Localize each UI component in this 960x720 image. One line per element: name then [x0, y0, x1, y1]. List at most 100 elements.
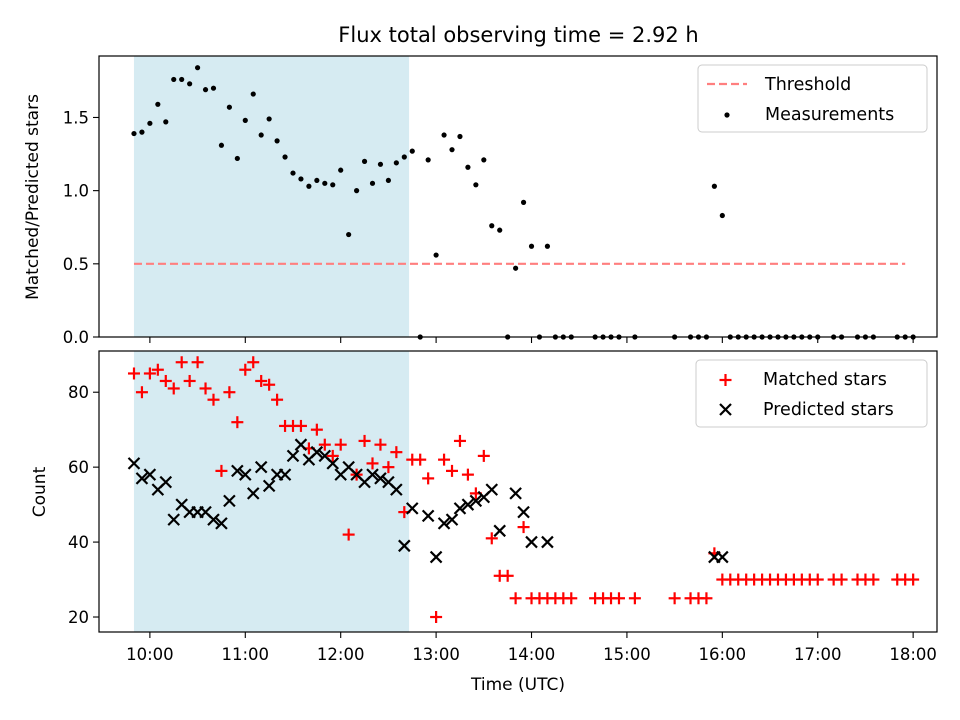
- data-point: [409, 148, 415, 154]
- count-panel-y-axis: 20 40 60 80: [68, 383, 99, 627]
- data-point: [517, 505, 530, 519]
- chart-title: Flux total observing time = 2.92 h: [338, 23, 698, 47]
- data-point: [489, 223, 495, 229]
- data-point: [393, 160, 399, 166]
- data-point: [377, 161, 384, 167]
- data-point: [271, 393, 284, 406]
- data-point: [481, 157, 487, 163]
- data-point: [163, 119, 169, 125]
- data-point: [218, 142, 225, 148]
- data-point: [366, 457, 379, 470]
- data-point: [155, 101, 161, 107]
- data-point: [438, 453, 451, 466]
- data-point: [811, 573, 824, 586]
- x-axis-label: Time (UTC): [470, 675, 565, 695]
- count-panel-frame: [98, 350, 938, 633]
- data-point: [485, 532, 498, 545]
- data-point: [374, 438, 387, 451]
- data-point: [907, 573, 920, 586]
- data-point: [716, 550, 729, 564]
- data-point: [207, 513, 220, 526]
- count-y-axis-label: Count: [30, 466, 50, 517]
- data-point: [318, 438, 331, 451]
- data-point: [509, 592, 522, 605]
- x-tick-label: 14:00: [508, 645, 556, 664]
- data-point: [326, 457, 340, 470]
- data-point: [306, 183, 312, 189]
- matched-stars-series: [127, 356, 920, 624]
- data-point: [258, 132, 264, 138]
- data-point: [255, 374, 268, 387]
- data-point: [497, 227, 503, 233]
- data-point: [131, 130, 137, 137]
- count-panel-highlight-span: [133, 351, 410, 632]
- data-point: [612, 592, 625, 605]
- data-point: [390, 446, 403, 459]
- data-point: [135, 386, 148, 399]
- data-point: [446, 464, 459, 477]
- data-point: [143, 468, 157, 481]
- data-point: [298, 176, 304, 182]
- ratio-panel-y-axis: 0.0 0.5 1.0 1.5: [63, 108, 99, 347]
- data-point: [473, 182, 479, 188]
- data-point: [250, 91, 256, 97]
- predicted-stars-series: [127, 438, 729, 564]
- data-point: [369, 180, 376, 186]
- data-point: [254, 460, 268, 474]
- count-legend-box: [695, 359, 928, 428]
- data-point: [711, 183, 717, 189]
- data-point: [366, 468, 379, 481]
- data-point: [246, 487, 260, 500]
- data-point: [493, 524, 506, 538]
- y-tick-label: 40: [68, 533, 89, 552]
- predicted-stars-legend-label: Predicted stars: [763, 400, 894, 420]
- data-point: [266, 116, 272, 122]
- data-point: [223, 386, 236, 399]
- data-point: [147, 120, 153, 126]
- data-point: [461, 468, 474, 481]
- y-tick-label: 80: [68, 383, 89, 402]
- data-point: [215, 464, 228, 477]
- ratio-legend: Threshold Measurements: [697, 64, 928, 133]
- data-point: [135, 472, 149, 485]
- data-point: [290, 170, 296, 176]
- data-point: [226, 104, 232, 110]
- data-point: [127, 367, 140, 380]
- data-point: [453, 434, 466, 447]
- data-point: [398, 539, 411, 553]
- x-tick-label: 11:00: [222, 645, 270, 664]
- data-point: [485, 483, 499, 496]
- data-point: [247, 356, 260, 369]
- data-point: [430, 611, 443, 624]
- data-point: [294, 419, 307, 432]
- data-point: [528, 243, 535, 249]
- data-point: [342, 528, 355, 541]
- data-point: [668, 592, 681, 605]
- count-panel-x-axis: 10:00 11:00 12:00 13:00 14:00 15:00 16:00 17:00…: [126, 632, 937, 664]
- data-point: [541, 535, 554, 549]
- x-tick-label: 15:00: [603, 645, 651, 664]
- ratio-panel-x-axis: [149, 337, 914, 343]
- data-point: [385, 177, 392, 184]
- measurements-legend-label: Measurements: [765, 105, 894, 125]
- data-point: [274, 138, 280, 144]
- data-point: [501, 569, 514, 582]
- data-point: [215, 517, 228, 530]
- data-point: [465, 164, 471, 170]
- data-point: [719, 212, 725, 219]
- data-point: [167, 382, 180, 395]
- data-point: [509, 487, 522, 500]
- x-tick-label: 10:00: [126, 645, 174, 664]
- data-point: [239, 363, 252, 376]
- data-point: [867, 573, 880, 586]
- ratio-panel-highlight-span: [133, 56, 410, 337]
- data-point: [231, 416, 244, 429]
- data-point: [191, 356, 204, 369]
- y-tick-label: 1.5: [63, 108, 89, 127]
- data-point: [437, 517, 451, 530]
- data-point: [525, 535, 538, 549]
- data-point: [179, 76, 185, 83]
- count-series: [127, 356, 920, 624]
- data-point: [414, 453, 427, 466]
